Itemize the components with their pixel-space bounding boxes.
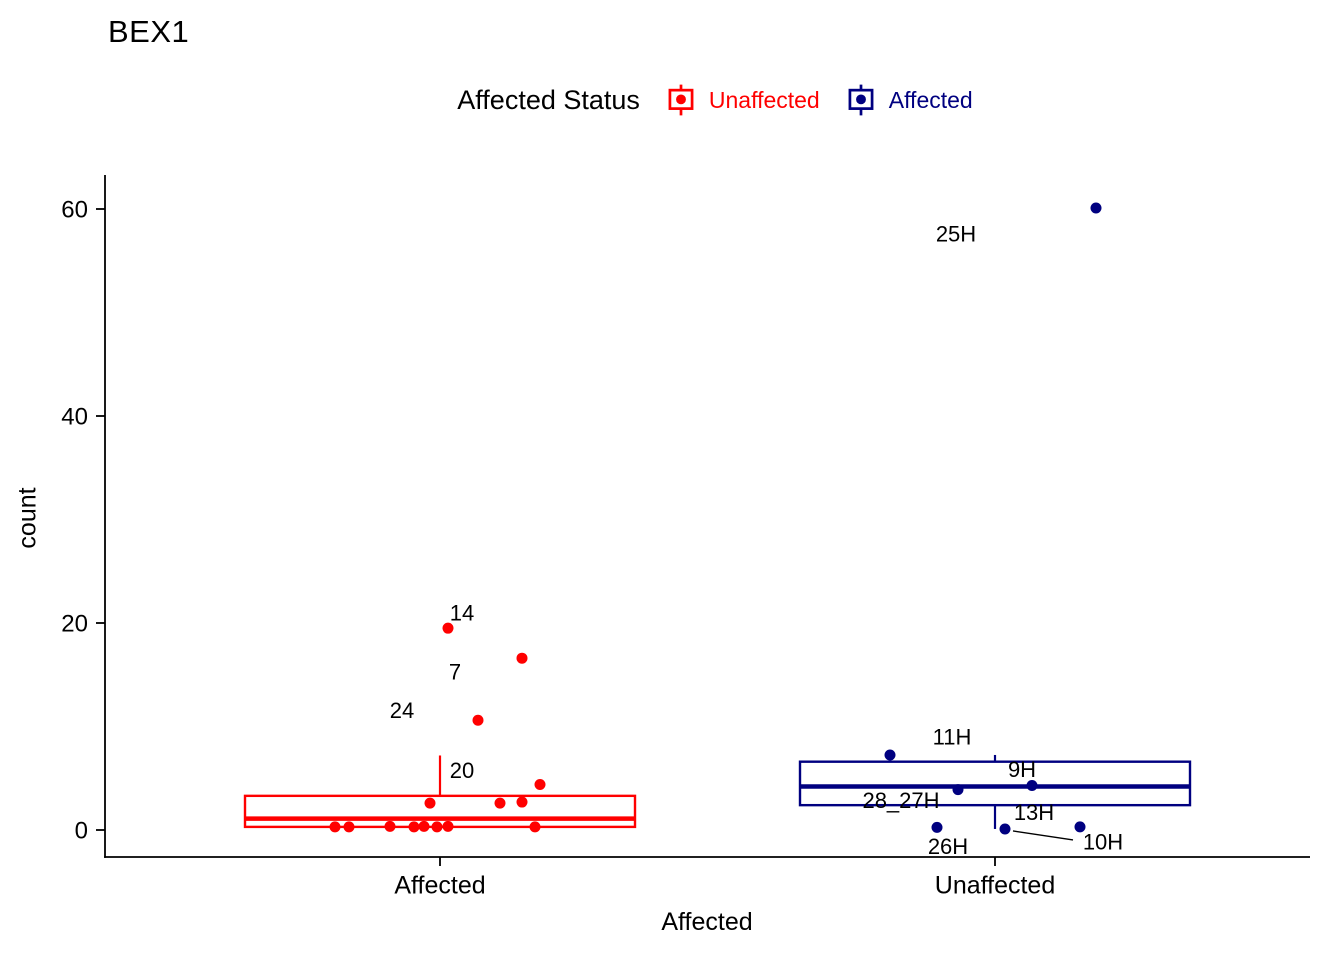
data-point-affected (329, 821, 341, 833)
point-label: 20 (450, 758, 474, 783)
label-leader-line (1012, 830, 1074, 841)
legend-item-unaffected: Unaffected (666, 84, 820, 116)
point-label: 14 (450, 601, 474, 626)
data-point-unaffected (952, 784, 964, 796)
data-point-affected (384, 820, 396, 832)
boxplot-key-icon-affected (848, 84, 874, 116)
point-label: 25H (936, 221, 976, 246)
point-label: 7 (449, 660, 461, 685)
data-point-affected (516, 796, 528, 808)
data-point-affected (343, 821, 355, 833)
boxplot-key-icon-unaffected (668, 84, 694, 116)
y-axis-title: count (13, 487, 42, 549)
legend-label-affected: Affected (888, 86, 973, 113)
point-label: 28_27H (862, 788, 939, 813)
box-unaffected (798, 760, 1192, 807)
data-point-affected (516, 652, 528, 664)
data-point-unaffected (1090, 202, 1102, 214)
data-point-affected (472, 714, 484, 726)
data-point-unaffected (931, 821, 943, 833)
x-tick-label: Affected (394, 872, 485, 900)
x-axis-title: Affected (661, 908, 753, 936)
data-point-unaffected (999, 823, 1011, 835)
data-point-affected (529, 821, 541, 833)
point-label: 10H (1083, 829, 1123, 854)
y-tick-label: 0 (75, 818, 88, 845)
point-label: 11H (933, 724, 972, 749)
data-point-affected (431, 821, 443, 833)
chart-title: BEX1 (108, 14, 190, 49)
data-point-unaffected (1026, 779, 1038, 791)
y-tick-label: 40 (61, 404, 88, 431)
point-label: 24 (390, 698, 414, 723)
point-label: 9H (1008, 757, 1036, 782)
box-affected (243, 794, 637, 829)
data-point-unaffected (884, 749, 896, 761)
point-label: 26H (928, 834, 968, 859)
data-point-unaffected (1074, 821, 1086, 833)
x-tick-label: Unaffected (935, 872, 1055, 900)
data-point-affected (494, 797, 506, 809)
legend-title: Affected Status (457, 84, 640, 115)
data-point-affected (418, 820, 430, 832)
point-label: 13H (1014, 800, 1054, 825)
data-point-affected (442, 820, 454, 832)
data-point-affected (424, 797, 436, 809)
legend: Affected Status Unaffected Affected (43, 84, 1344, 116)
data-point-affected (534, 778, 546, 790)
data-point-affected (408, 821, 420, 833)
legend-item-affected: Affected (846, 84, 973, 116)
legend-label-unaffected: Unaffected (708, 86, 820, 113)
y-tick-label: 60 (61, 197, 88, 224)
data-point-affected (442, 622, 454, 634)
y-tick-label: 20 (61, 611, 88, 638)
